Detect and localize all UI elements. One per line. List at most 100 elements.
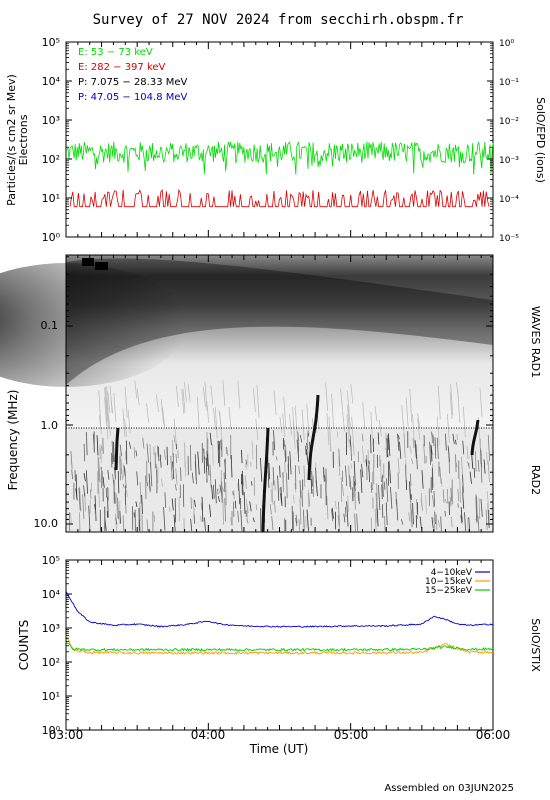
- stix-frame: [65, 559, 494, 731]
- waves-faint-streak: [378, 419, 382, 437]
- axis-tick-label: 10⁰: [42, 724, 61, 737]
- waves-faint-streak: [306, 403, 310, 433]
- waves-streak: [409, 504, 412, 523]
- waves-streak: [468, 517, 471, 532]
- waves-faint-streak: [412, 414, 415, 448]
- waves-faint-streak: [301, 409, 305, 441]
- waves-faint-streak: [228, 406, 232, 430]
- waves-streak: [173, 435, 176, 443]
- waves-streak: [487, 502, 489, 523]
- waves-streak: [219, 484, 222, 493]
- waves-streak: [384, 516, 386, 532]
- waves-faint-streak: [351, 416, 355, 448]
- waves-streak: [175, 468, 178, 485]
- waves-streak: [209, 432, 212, 446]
- waves-faint-streak: [405, 397, 409, 427]
- waves-streak: [94, 495, 97, 522]
- waves-rad2-background: [66, 428, 493, 532]
- waves-streak: [486, 491, 489, 506]
- waves-streak: [289, 451, 292, 475]
- waves-streak: [174, 484, 177, 491]
- waves-streak: [203, 448, 206, 474]
- waves-streak: [243, 491, 246, 514]
- waves-faint-streak: [187, 384, 191, 403]
- waves-burst-2: [95, 262, 108, 270]
- epd-y-axis-label: Particles/(s cm2 sr Mev): [5, 74, 18, 206]
- waves-streak: [476, 496, 479, 522]
- waves-streak: [168, 506, 171, 512]
- waves-streak: [163, 507, 166, 531]
- waves-streak: [477, 459, 480, 472]
- waves-streak: [434, 437, 437, 459]
- waves-streak: [341, 484, 345, 497]
- waves-streak: [222, 487, 225, 492]
- waves-streak: [445, 433, 447, 451]
- waves-streak: [121, 468, 123, 480]
- waves-streak: [382, 474, 384, 497]
- x-tick-0500: 05:00: [334, 728, 369, 742]
- stix-legend-15-25: 15−25keV: [425, 586, 473, 596]
- waves-streak: [365, 459, 367, 467]
- waves-faint-streak: [362, 402, 366, 430]
- waves-streak: [296, 439, 299, 455]
- waves-streak: [434, 512, 436, 525]
- waves-streak: [139, 482, 142, 504]
- waves-streak: [200, 502, 203, 511]
- waves-tick-1-0: 1.0: [41, 419, 59, 432]
- waves-streak: [433, 490, 436, 507]
- assembled-note: Assembled on 03JUN2025: [384, 783, 514, 794]
- waves-streak: [350, 463, 353, 469]
- waves-streak: [400, 519, 404, 525]
- waves-streak: [353, 475, 355, 498]
- waves-streak: [100, 448, 103, 463]
- waves-streak: [298, 465, 300, 475]
- epd-right-label: SolO/EPD (ions): [534, 97, 547, 183]
- waves-streak: [96, 435, 99, 456]
- waves-streak: [444, 510, 446, 517]
- epd-series-e-high: [69, 188, 490, 208]
- waves-faint-streak: [253, 388, 256, 413]
- waves-faint-streak: [340, 388, 343, 411]
- waves-streak: [346, 501, 349, 527]
- waves-streak: [425, 494, 427, 515]
- waves-streak: [390, 486, 393, 509]
- waves-tick-10-0: 10.0: [34, 517, 59, 530]
- waves-streak: [486, 451, 488, 465]
- waves-streak: [307, 430, 310, 437]
- waves-streak: [377, 432, 380, 445]
- waves-faint-streak: [161, 407, 165, 426]
- waves-streak: [79, 486, 82, 512]
- waves-streak: [85, 470, 88, 494]
- waves-streak: [90, 489, 92, 499]
- waves-faint-streak: [113, 393, 117, 422]
- waves-streak: [462, 440, 465, 455]
- waves-streak: [232, 491, 234, 496]
- waves-streak: [387, 434, 389, 450]
- waves-streak: [450, 487, 453, 502]
- waves-faint-streak: [106, 386, 110, 421]
- waves-faint-streak: [446, 413, 450, 443]
- waves-streak: [123, 465, 126, 476]
- waves-streak: [397, 433, 400, 451]
- waves-faint-streak: [294, 405, 298, 434]
- waves-streak: [383, 481, 386, 490]
- waves-streak: [299, 434, 303, 443]
- waves-panel: 0.1 1.0 10.0 Frequency (MHz) WAVES RAD1 …: [0, 254, 542, 533]
- waves-streak: [370, 434, 372, 454]
- waves-faint-streak: [122, 408, 126, 437]
- waves-streak: [410, 473, 412, 486]
- waves-streak: [220, 439, 222, 450]
- waves-streak: [110, 452, 113, 468]
- waves-streak: [361, 433, 364, 442]
- waves-streak: [284, 450, 287, 462]
- waves-streak: [353, 461, 356, 486]
- epd-series-e-low: [65, 140, 494, 175]
- waves-streak: [480, 499, 483, 517]
- waves-streak: [343, 513, 346, 523]
- axis-tick-label: 10²: [42, 153, 60, 166]
- stix-series-group: [65, 590, 494, 655]
- waves-streak: [294, 482, 297, 493]
- waves-streak: [191, 472, 194, 484]
- axis-tick-label: 10⁴: [42, 75, 61, 88]
- waves-streak: [487, 460, 490, 483]
